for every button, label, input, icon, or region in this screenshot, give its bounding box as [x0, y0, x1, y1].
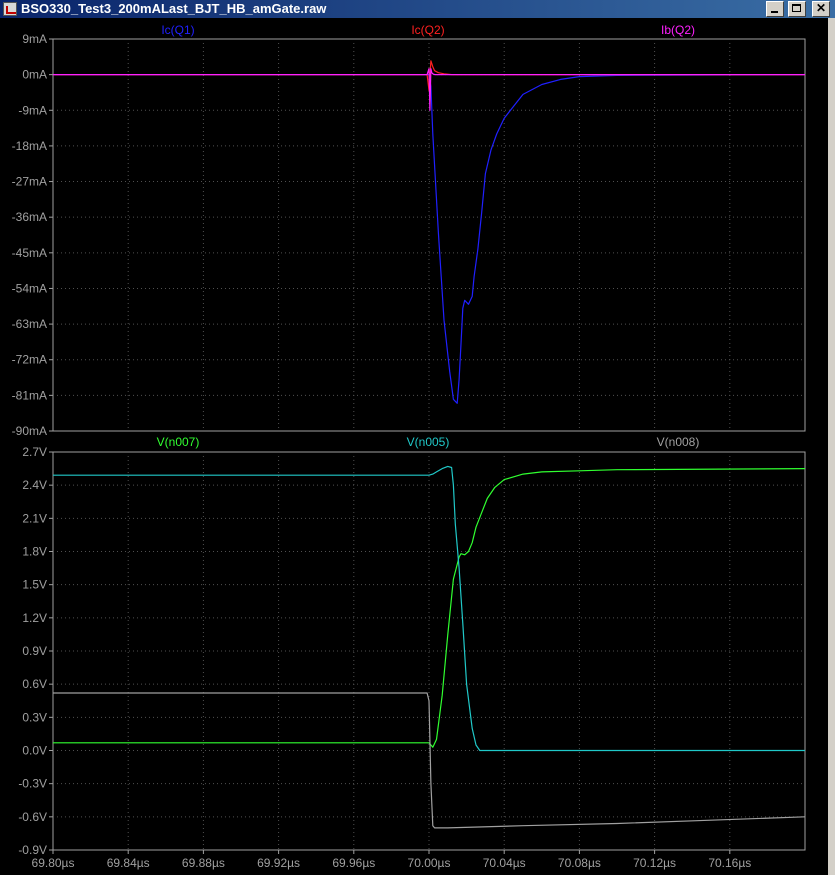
series-line-v-n007[interactable]	[53, 468, 806, 748]
y-tick-label: 0.3V	[22, 710, 47, 724]
series-line-v-n005[interactable]	[53, 465, 805, 752]
y-tick-label: 2.7V	[22, 445, 47, 459]
x-tick-label: 69.96µs	[332, 856, 375, 870]
y-tick-label: 9mA	[22, 32, 47, 46]
y-tick-label: -90mA	[12, 424, 47, 438]
close-icon: ✕	[815, 1, 827, 15]
x-tick-label: 69.80µs	[32, 856, 75, 870]
title-bar[interactable]: BSO330_Test3_200mALast_BJT_HB_amGate.raw…	[0, 0, 835, 18]
y-tick-label: 2.4V	[22, 478, 47, 492]
y-tick-label: 0.0V	[22, 744, 47, 758]
x-tick-label: 70.00µs	[408, 856, 451, 870]
series-line-ic-q1[interactable]	[53, 73, 806, 404]
y-tick-label: -27mA	[12, 175, 47, 189]
time-x-ticks: 69.80µs 69.84µs 69.88µs 69.92µs 69.96µs 70.00…	[32, 850, 751, 870]
x-tick-label: 70.16µs	[708, 856, 751, 870]
voltage-pane[interactable]: 2.7V 2.4V 2.1V 1.8V 1.5V 1.2V 0.9V 0.6V 0.3V 0.0V…	[18, 435, 806, 870]
current-pane[interactable]: 9mA 0mA -9mA -18mA -27mA -36mA -45mA -54mA -63mA…	[12, 23, 806, 438]
voltage-y-ticks: 2.7V 2.4V 2.1V 1.8V 1.5V 1.2V 0.9V 0.6V 0.3V 0.0V…	[18, 445, 53, 857]
y-tick-label: -72mA	[12, 353, 47, 367]
legend-entry-ic-q2[interactable]: Ic(Q2)	[411, 23, 444, 37]
x-tick-label: 69.84µs	[107, 856, 150, 870]
y-tick-label: -63mA	[12, 317, 47, 331]
y-tick-label: 1.5V	[22, 578, 47, 592]
y-tick-label: 0.9V	[22, 644, 47, 658]
y-tick-label: 1.2V	[22, 611, 47, 625]
y-tick-label: -36mA	[12, 210, 47, 224]
x-tick-label: 69.88µs	[182, 856, 225, 870]
app-icon[interactable]	[3, 2, 17, 16]
y-tick-label: -45mA	[12, 246, 47, 260]
y-tick-label: -18mA	[12, 139, 47, 153]
y-tick-label: -0.6V	[18, 810, 47, 824]
y-tick-label: -0.9V	[18, 843, 47, 857]
series-line-ib-q2[interactable]	[53, 68, 805, 111]
y-tick-label: -54mA	[12, 281, 47, 295]
x-tick-label: 69.92µs	[257, 856, 300, 870]
y-tick-label: -81mA	[12, 388, 47, 402]
x-tick-label: 70.04µs	[483, 856, 526, 870]
legend-entry-v-n005[interactable]: V(n005)	[407, 435, 450, 449]
close-button[interactable]: ✕	[812, 1, 830, 17]
series-line-v-n008[interactable]	[53, 692, 806, 829]
legend-entry-v-n008[interactable]: V(n008)	[657, 435, 700, 449]
voltage-legend[interactable]: V(n007) V(n005) V(n008)	[157, 435, 700, 449]
minimize-button[interactable]	[766, 1, 784, 17]
current-y-ticks: 9mA 0mA -9mA -18mA -27mA -36mA -45mA -54mA -63mA…	[12, 32, 53, 438]
voltage-series-group	[53, 465, 806, 829]
y-tick-label: 1.8V	[22, 545, 47, 559]
current-legend[interactable]: Ic(Q1) Ic(Q2) Ib(Q2)	[161, 23, 695, 37]
maximize-icon	[792, 4, 801, 12]
maximize-button[interactable]	[788, 1, 806, 17]
y-tick-label: 0mA	[22, 68, 47, 82]
y-tick-label: 0.6V	[22, 677, 47, 691]
legend-entry-ic-q1[interactable]: Ic(Q1)	[161, 23, 194, 37]
current-grid	[53, 39, 805, 431]
y-tick-label: -0.3V	[18, 777, 47, 791]
x-tick-label: 70.12µs	[633, 856, 676, 870]
y-tick-label: 2.1V	[22, 511, 47, 525]
legend-entry-ib-q2[interactable]: Ib(Q2)	[661, 23, 695, 37]
minimize-icon	[771, 11, 778, 13]
legend-entry-v-n007[interactable]: V(n007)	[157, 435, 200, 449]
window-frame-right	[828, 18, 835, 875]
x-tick-label: 70.08µs	[558, 856, 601, 870]
y-tick-label: -9mA	[18, 103, 47, 117]
current-series-group	[53, 60, 806, 404]
window-title: BSO330_Test3_200mALast_BJT_HB_amGate.raw	[21, 1, 327, 16]
